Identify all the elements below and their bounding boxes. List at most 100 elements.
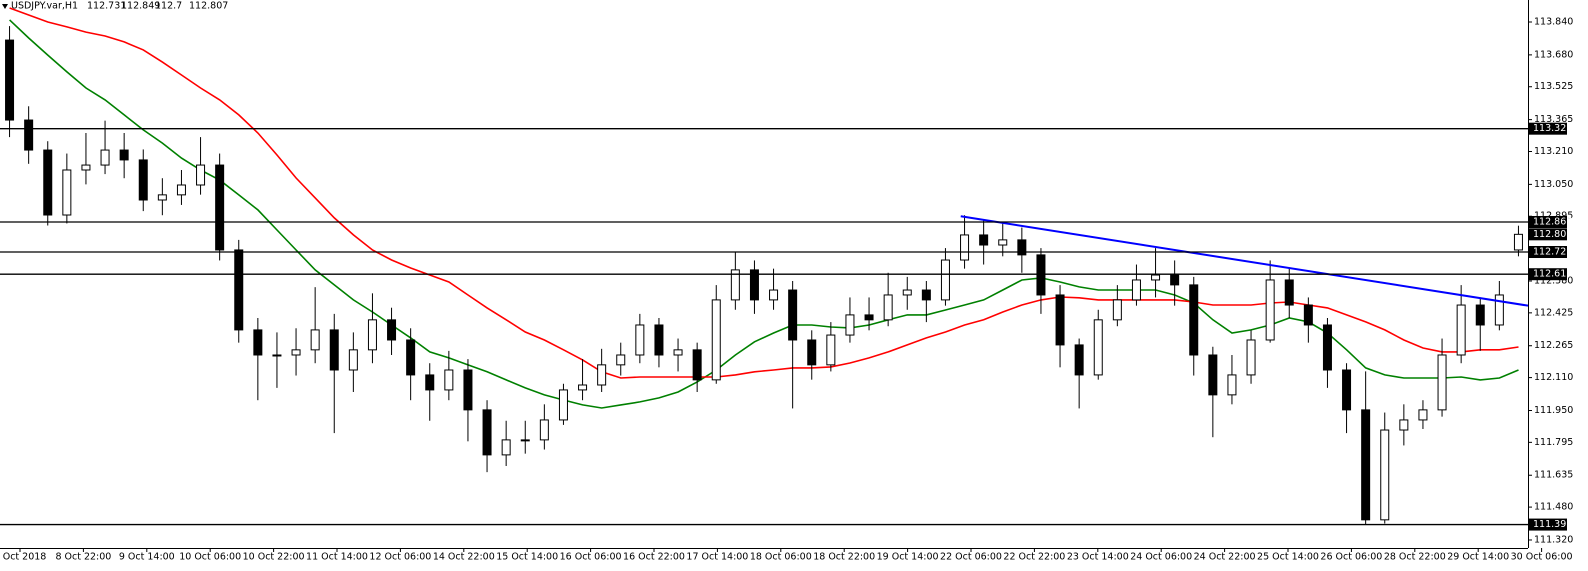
x-tick-label: 10 Oct 06:00 <box>179 552 241 563</box>
candle-body <box>5 39 15 121</box>
x-tick-label: 9 Oct 14:00 <box>119 552 175 563</box>
candle-body <box>979 234 989 246</box>
header-open: 112.731 <box>87 1 126 12</box>
candle-body <box>1036 254 1046 296</box>
candle-body <box>1418 409 1428 421</box>
candle-body <box>1513 233 1523 251</box>
menu-arrow <box>2 4 8 9</box>
candle-body <box>788 289 798 341</box>
candle-body <box>215 164 225 251</box>
candle-body <box>463 369 473 411</box>
candle-body <box>253 329 263 356</box>
candle-body <box>616 354 626 366</box>
candle-body <box>1475 304 1485 326</box>
y-tick-label: 112.425 <box>1534 307 1573 318</box>
level-label: 112.613 <box>1533 269 1572 280</box>
candle-body <box>711 299 721 381</box>
candle-body <box>501 439 511 456</box>
y-tick-label: 113.525 <box>1534 81 1573 92</box>
x-tick-label: 26 Oct 06:00 <box>1320 552 1382 563</box>
candle-body <box>1456 304 1466 356</box>
level-label: 112.867 <box>1533 216 1572 227</box>
candle-body <box>520 439 530 442</box>
candle-body <box>883 294 893 321</box>
level-label-box <box>1529 268 1567 281</box>
candle-body <box>119 149 129 161</box>
candle-body <box>597 364 607 386</box>
y-tick-label: 113.210 <box>1534 146 1573 157</box>
x-tick-label: 22 Oct 06:00 <box>940 552 1002 563</box>
candle-body <box>444 369 454 391</box>
y-tick-label: 113.050 <box>1534 179 1573 190</box>
price-label: 112.807 <box>1533 229 1572 240</box>
x-tick-label: 25 Oct 14:00 <box>1257 552 1319 563</box>
candle-body <box>196 164 206 186</box>
price-label-box <box>1529 228 1567 241</box>
candle-body <box>654 324 664 356</box>
candle-body <box>406 339 416 376</box>
candle-body <box>24 119 34 151</box>
x-tick-label: 19 Oct 14:00 <box>877 552 939 563</box>
y-tick-label: 112.110 <box>1534 372 1573 383</box>
x-tick-label: 17 Oct 14:00 <box>686 552 748 563</box>
candle-body <box>1151 274 1161 281</box>
candle-body <box>940 259 950 301</box>
candle-body <box>1437 354 1447 411</box>
candle-body <box>234 249 244 331</box>
candle-body <box>100 149 110 166</box>
candle-body <box>673 349 683 356</box>
level-label: 111.395 <box>1533 519 1572 530</box>
x-tick-label: 16 Oct 22:00 <box>623 552 685 563</box>
candle-body <box>1361 409 1371 521</box>
level-label-box <box>1529 518 1567 531</box>
x-tick-label: 15 Oct 14:00 <box>496 552 558 563</box>
candle-body <box>157 194 167 201</box>
x-tick-label: 24 Oct 22:00 <box>1194 552 1256 563</box>
y-tick-label: 111.950 <box>1534 405 1573 416</box>
x-tick-label: 14 Oct 22:00 <box>433 552 495 563</box>
y-tick-label: 111.480 <box>1534 502 1573 513</box>
candle-body <box>291 349 301 356</box>
candle-body <box>539 419 549 441</box>
candle-body <box>176 184 186 196</box>
x-tick-label: 29 Oct 14:00 <box>1447 552 1509 563</box>
candle-body <box>921 289 931 301</box>
x-tick-label: 12 Oct 06:00 <box>369 552 431 563</box>
candle-body <box>62 169 72 216</box>
candle-body <box>558 389 568 421</box>
x-tick-label: 10 Oct 22:00 <box>243 552 305 563</box>
candle-body <box>826 334 836 366</box>
y-tick-label: 113.840 <box>1534 16 1573 27</box>
candle-body <box>692 349 702 381</box>
candle-body <box>1342 369 1352 411</box>
level-label-box <box>1529 122 1567 135</box>
y-tick-label: 112.265 <box>1534 340 1573 351</box>
candle-body <box>367 319 377 351</box>
candle-body <box>578 384 588 391</box>
candle-body <box>749 269 759 301</box>
header-close: 112.807 <box>189 1 228 12</box>
candle-body <box>807 339 817 366</box>
candle-body <box>1093 319 1103 376</box>
candle-body <box>43 149 53 216</box>
candle-body <box>348 349 358 371</box>
candle-body <box>1170 274 1180 286</box>
candle-body <box>1112 299 1122 321</box>
candle-body <box>635 324 645 356</box>
candle-body <box>1303 304 1313 326</box>
x-tick-label: 8 Oct 22:00 <box>55 552 111 563</box>
header-high: 112.849 <box>121 1 160 12</box>
x-tick-label: 23 Oct 14:00 <box>1067 552 1129 563</box>
level-label: 113.321 <box>1533 123 1572 134</box>
candle-body <box>482 409 492 456</box>
x-tick-label: 28 Oct 22:00 <box>1384 552 1446 563</box>
level-label-box <box>1529 215 1567 228</box>
candle-body <box>998 239 1008 246</box>
candle-body <box>960 234 970 261</box>
x-tick-label: 16 Oct 06:00 <box>560 552 622 563</box>
candle-body <box>1208 354 1218 396</box>
candle-body <box>845 314 855 336</box>
y-tick-label: 113.680 <box>1534 49 1573 60</box>
candle-body <box>1399 419 1409 431</box>
